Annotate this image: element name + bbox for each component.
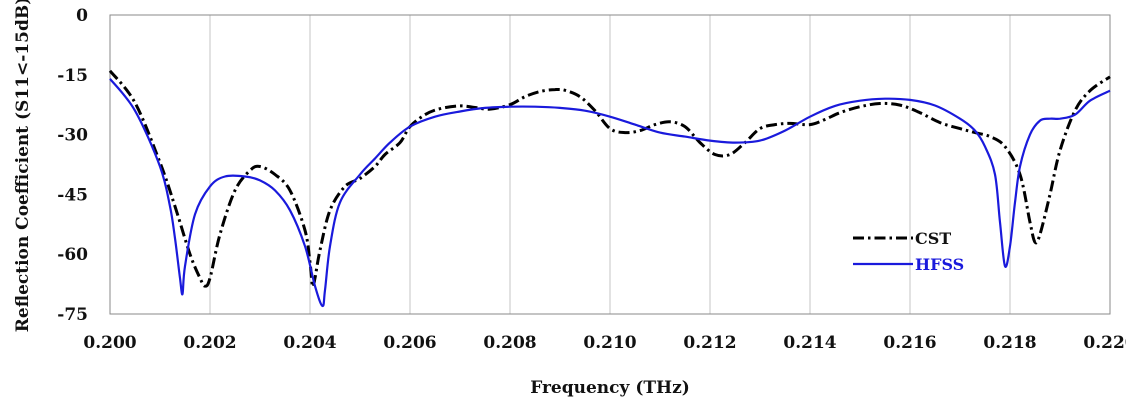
y-axis-title: Reflection Coefficient (S11<-15dB) <box>13 0 33 332</box>
y-tick-label: -45 <box>57 185 88 205</box>
x-tick-label: 0.206 <box>383 333 436 353</box>
x-tick-label: 0.210 <box>583 333 636 353</box>
x-tick-label: 0.202 <box>183 333 236 353</box>
legend-label-cst: CST <box>915 229 951 248</box>
x-tick-label: 0.212 <box>683 333 736 353</box>
series-line-hfss <box>109 78 1111 308</box>
x-tick-label: 0.208 <box>483 333 536 353</box>
y-tick-label: 0 <box>76 6 88 26</box>
x-tick-label: 0.200 <box>83 333 136 353</box>
x-tick-label: 0.216 <box>883 333 936 353</box>
x-tick-label: 0.220 <box>1083 333 1126 353</box>
y-tick-labels: 0 -15 -30 -45 -60 -75 <box>57 6 88 325</box>
x-tick-label: 0.204 <box>283 333 336 353</box>
legend: CST HFSS <box>853 229 964 274</box>
x-tick-label: 0.218 <box>983 333 1036 353</box>
legend-label-hfss: HFSS <box>915 255 964 274</box>
x-tick-labels: 0.200 0.202 0.204 0.206 0.208 0.210 0.212 0.214… <box>83 333 1126 353</box>
series-line-cst <box>108 69 1111 289</box>
y-tick-label: -15 <box>57 66 88 86</box>
series-layer <box>108 69 1111 308</box>
plot-frame <box>109 14 1111 315</box>
y-tick-label: -30 <box>57 126 88 146</box>
y-tick-label: -75 <box>57 305 88 325</box>
y-tick-label: -60 <box>57 245 88 265</box>
x-axis-title: Frequency (THz) <box>530 378 690 398</box>
x-tick-label: 0.214 <box>783 333 836 353</box>
